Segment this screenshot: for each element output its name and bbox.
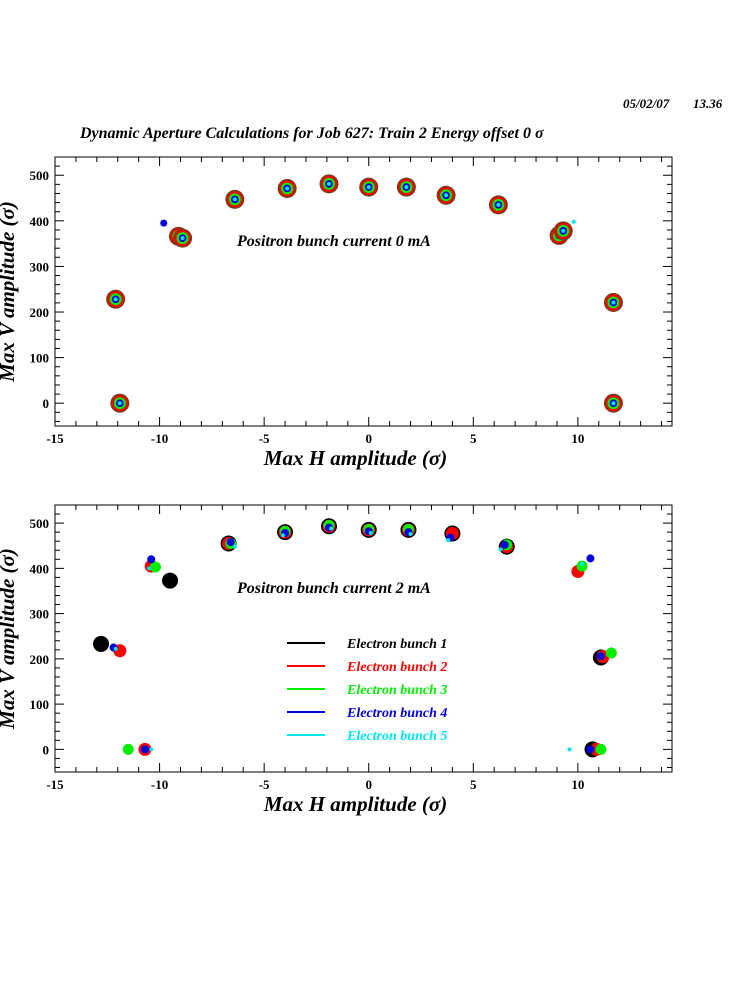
data-point	[147, 566, 152, 571]
data-point	[285, 186, 290, 191]
data-point	[113, 646, 118, 651]
y-tick-label: 100	[30, 697, 50, 712]
data-point	[444, 193, 449, 198]
figure-title: Dynamic Aperture Calculations for Job 62…	[79, 125, 544, 142]
data-point	[326, 181, 331, 186]
x-tick-label: -10	[151, 777, 168, 792]
data-point	[576, 560, 588, 572]
data-point	[368, 531, 373, 536]
data-point	[404, 185, 409, 190]
date-label: 05/02/07	[623, 96, 670, 111]
data-point	[162, 572, 179, 589]
x-tick-label: 10	[571, 431, 584, 446]
data-point	[232, 544, 237, 549]
legend-label: Electron bunch 2	[346, 660, 447, 675]
data-point	[149, 747, 154, 752]
plot-frame	[54, 504, 673, 773]
legend: Electron bunch 1 Electron bunch 2 Electron…	[287, 637, 447, 744]
y-tick-label: 0	[43, 742, 50, 757]
x-tick-label: -5	[259, 777, 270, 792]
data-point	[500, 540, 509, 549]
data-point	[160, 219, 168, 227]
x-tick-label: -10	[151, 431, 168, 446]
data-point	[140, 745, 149, 754]
data-point	[147, 555, 156, 564]
y-tick-label: 0	[43, 396, 50, 411]
plot-frame	[54, 156, 673, 427]
data-point	[596, 652, 605, 661]
data-point	[567, 747, 572, 752]
legend-label: Electron bunch 4	[346, 706, 447, 721]
legend-label: Electron bunch 3	[346, 683, 447, 698]
data-point	[122, 743, 134, 755]
y-tick-label: 500	[30, 168, 50, 183]
data-point	[571, 219, 576, 224]
data-point	[93, 635, 110, 652]
y-tick-label: 300	[30, 607, 50, 622]
legend-label: Electron bunch 1	[346, 637, 447, 652]
data-point	[580, 561, 585, 566]
data-point	[113, 297, 118, 302]
data-point	[496, 202, 501, 207]
data-point	[117, 401, 122, 406]
x-tick-label: -15	[46, 777, 64, 792]
y-tick-label: 100	[30, 351, 50, 366]
x-tick-label: 5	[470, 777, 477, 792]
data-point	[561, 228, 566, 233]
y-tick-label: 200	[30, 652, 50, 667]
legend-label: Electron bunch 5	[346, 729, 447, 744]
data-point	[232, 197, 237, 202]
data-point	[611, 401, 616, 406]
beam-current-note: Positron bunch current 0 mA	[236, 233, 431, 250]
data-point	[329, 526, 334, 531]
y-tick-label: 200	[30, 305, 50, 320]
data-point	[180, 236, 185, 241]
y-tick-label: 500	[30, 516, 50, 531]
y-axis-label: Max V amplitude (σ)	[0, 548, 19, 730]
data-point	[226, 538, 235, 547]
x-tick-label: -15	[46, 431, 64, 446]
data-point	[586, 554, 595, 563]
x-tick-label: 10	[571, 777, 584, 792]
x-tick-label: 0	[365, 777, 372, 792]
y-axis-label: Max V amplitude (σ)	[0, 201, 19, 383]
data-point	[366, 185, 371, 190]
y-tick-label: 400	[30, 561, 50, 576]
beam-current-note: Positron bunch current 2 mA	[236, 580, 431, 597]
x-tick-label: 0	[365, 431, 372, 446]
data-point	[586, 745, 595, 754]
data-point	[605, 647, 617, 659]
data-point	[408, 531, 413, 536]
data-point	[595, 743, 607, 755]
x-tick-label: -5	[259, 431, 270, 446]
data-point	[498, 547, 503, 552]
data-point	[446, 538, 451, 543]
y-tick-label: 300	[30, 259, 50, 274]
data-point	[611, 300, 616, 305]
data-point	[149, 561, 161, 573]
time-label: 13.36	[693, 96, 723, 111]
y-tick-label: 400	[30, 214, 50, 229]
x-axis-label: Max H amplitude (σ)	[263, 792, 447, 816]
x-tick-label: 5	[470, 431, 477, 446]
data-point	[280, 533, 285, 538]
x-axis-label: Max H amplitude (σ)	[263, 446, 447, 470]
